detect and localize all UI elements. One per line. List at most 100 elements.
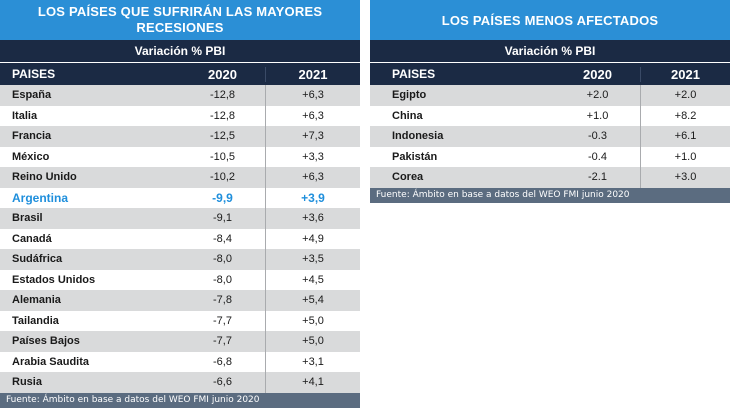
table-row: Pakistán -0.4 +1.0 [370, 146, 730, 167]
value-2021-cell: +6,3 [265, 85, 360, 106]
recessions-table-body: España -12,8 +6,3 Italia -12,8 +6,3 Francia -12… [0, 85, 360, 393]
value-2021-cell: +3.0 [640, 167, 730, 188]
value-2021-cell: +5,0 [265, 310, 360, 331]
value-2020-cell: -8,0 [213, 253, 232, 266]
value-2021-cell: +5,4 [265, 290, 360, 311]
value-2020-cell: -12,8 [209, 109, 236, 122]
table-row: España -12,8 +6,3 [0, 85, 360, 106]
least-affected-table-body: Egipto +2.0 +2.0 China +1.0 +8.2 Indonesia -0.3… [370, 85, 730, 188]
table-row: Rusia -6,6 +4,1 [0, 372, 360, 393]
value-2021-cell: +6.1 [640, 126, 730, 147]
value-2020-cell: -10,5 [209, 150, 236, 163]
country-cell: Corea [392, 171, 424, 184]
country-cell: Países Bajos [12, 335, 80, 348]
table-row: Italia -12,8 +6,3 [0, 105, 360, 126]
value-2021-cell: +7,3 [265, 126, 360, 147]
value-2021-cell: +6,3 [265, 167, 360, 188]
table-row: Francia -12,5 +7,3 [0, 126, 360, 147]
table-row: Arabia Saudita -6,8 +3,1 [0, 351, 360, 372]
least-affected-column-header: PAISES 2020 2021 [370, 63, 730, 85]
country-cell: México [12, 150, 50, 163]
value-2021-cell: +4,1 [265, 372, 360, 393]
least-affected-table-subtitle: Variación % PBI [370, 40, 730, 62]
value-2021-cell: +3,9 [265, 187, 360, 208]
value-2020-cell: -7,8 [213, 294, 232, 307]
column-header-2021: 2021 [265, 66, 360, 82]
column-header-2020: 2020 [208, 66, 237, 82]
column-header-2021: 2021 [640, 66, 730, 82]
country-cell: Alemania [12, 294, 61, 307]
value-2020-cell: -7,7 [213, 314, 232, 327]
value-2020-cell: -2.1 [588, 171, 607, 184]
table-row: Corea -2.1 +3.0 [370, 167, 730, 188]
value-2020-cell: -12,5 [209, 130, 236, 143]
table-row: Países Bajos -7,7 +5,0 [0, 331, 360, 352]
country-cell: Argentina [12, 190, 69, 205]
country-cell: Rusia [12, 376, 42, 389]
value-2020-cell: -12,8 [209, 89, 236, 102]
value-2020-cell: -6,8 [213, 355, 232, 368]
value-2020-cell: +2.0 [586, 89, 609, 102]
value-2021-cell: +1.0 [640, 146, 730, 167]
header-separator [0, 62, 360, 63]
table-row: Estados Unidos -8,0 +4,5 [0, 269, 360, 290]
country-cell: Arabia Saudita [12, 355, 90, 368]
value-2020-cell: -7,7 [213, 335, 232, 348]
table-row: México -10,5 +3,3 [0, 146, 360, 167]
country-cell: Egipto [392, 89, 427, 102]
value-2020-cell: -9,9 [212, 190, 233, 205]
table-row: Reino Unido -10,2 +6,3 [0, 167, 360, 188]
column-header-paises: PAISES [12, 67, 56, 81]
country-cell: Indonesia [392, 130, 444, 143]
recessions-table-subtitle: Variación % PBI [0, 40, 360, 62]
value-2021-cell: +2.0 [640, 85, 730, 106]
header-separator [370, 62, 730, 63]
value-2021-cell: +4,9 [265, 228, 360, 249]
column-header-2020: 2020 [583, 66, 612, 82]
value-2021-cell: +6,3 [265, 105, 360, 126]
table-row: Indonesia -0.3 +6.1 [370, 126, 730, 147]
value-2021-cell: +3,1 [265, 351, 360, 372]
least-affected-table-title: LOS PAÍSES MENOS AFECTADOS [370, 0, 730, 40]
value-2021-cell: +5,0 [265, 331, 360, 352]
value-2021-cell: +8.2 [640, 105, 730, 126]
country-cell: Canadá [12, 232, 52, 245]
country-cell: Reino Unido [12, 171, 77, 184]
country-cell: Brasil [12, 212, 43, 225]
value-2020-cell: -6,6 [213, 376, 232, 389]
country-cell: Pakistán [392, 150, 438, 163]
value-2021-cell: +3,5 [265, 249, 360, 270]
country-cell: Francia [12, 130, 52, 143]
recessions-column-header: PAISES 2020 2021 [0, 63, 360, 85]
value-2021-cell: +4,5 [265, 269, 360, 290]
recessions-table-panel: LOS PAÍSES QUE SUFRIRÁN LAS MAYORES RECE… [0, 0, 360, 410]
value-2020-cell: -8,4 [213, 232, 232, 245]
country-cell: China [392, 109, 423, 122]
value-2020-cell: -10,2 [209, 171, 236, 184]
table-row: Sudáfrica -8,0 +3,5 [0, 249, 360, 270]
table-row: Egipto +2.0 +2.0 [370, 85, 730, 106]
column-header-paises: PAISES [392, 67, 436, 81]
table-row: Canadá -8,4 +4,9 [0, 228, 360, 249]
value-2020-cell: -0.3 [588, 130, 607, 143]
table-row: Argentina -9,9 +3,9 [0, 187, 360, 208]
least-affected-table-panel: LOS PAÍSES MENOS AFECTADOS Variación % P… [370, 0, 730, 208]
country-cell: Italia [12, 109, 38, 122]
table-row: Brasil -9,1 +3,6 [0, 208, 360, 229]
table-row: China +1.0 +8.2 [370, 105, 730, 126]
recessions-table-title: LOS PAÍSES QUE SUFRIRÁN LAS MAYORES RECE… [0, 0, 360, 40]
value-2020-cell: -0.4 [588, 150, 607, 163]
value-2020-cell: -9,1 [213, 212, 232, 225]
country-cell: Estados Unidos [12, 273, 96, 286]
country-cell: Tailandia [12, 314, 59, 327]
table-row: Tailandia -7,7 +5,0 [0, 310, 360, 331]
value-2020-cell: -8,0 [213, 273, 232, 286]
country-cell: Sudáfrica [12, 253, 63, 266]
table-row: Alemania -7,8 +5,4 [0, 290, 360, 311]
recessions-source-note: Fuente: Ámbito en base a datos del WEO F… [0, 392, 360, 408]
value-2021-cell: +3,3 [265, 146, 360, 167]
value-2020-cell: +1.0 [586, 109, 609, 122]
country-cell: España [12, 89, 52, 102]
value-2021-cell: +3,6 [265, 208, 360, 229]
least-affected-source-note: Fuente: Ámbito en base a datos del WEO F… [370, 187, 730, 203]
